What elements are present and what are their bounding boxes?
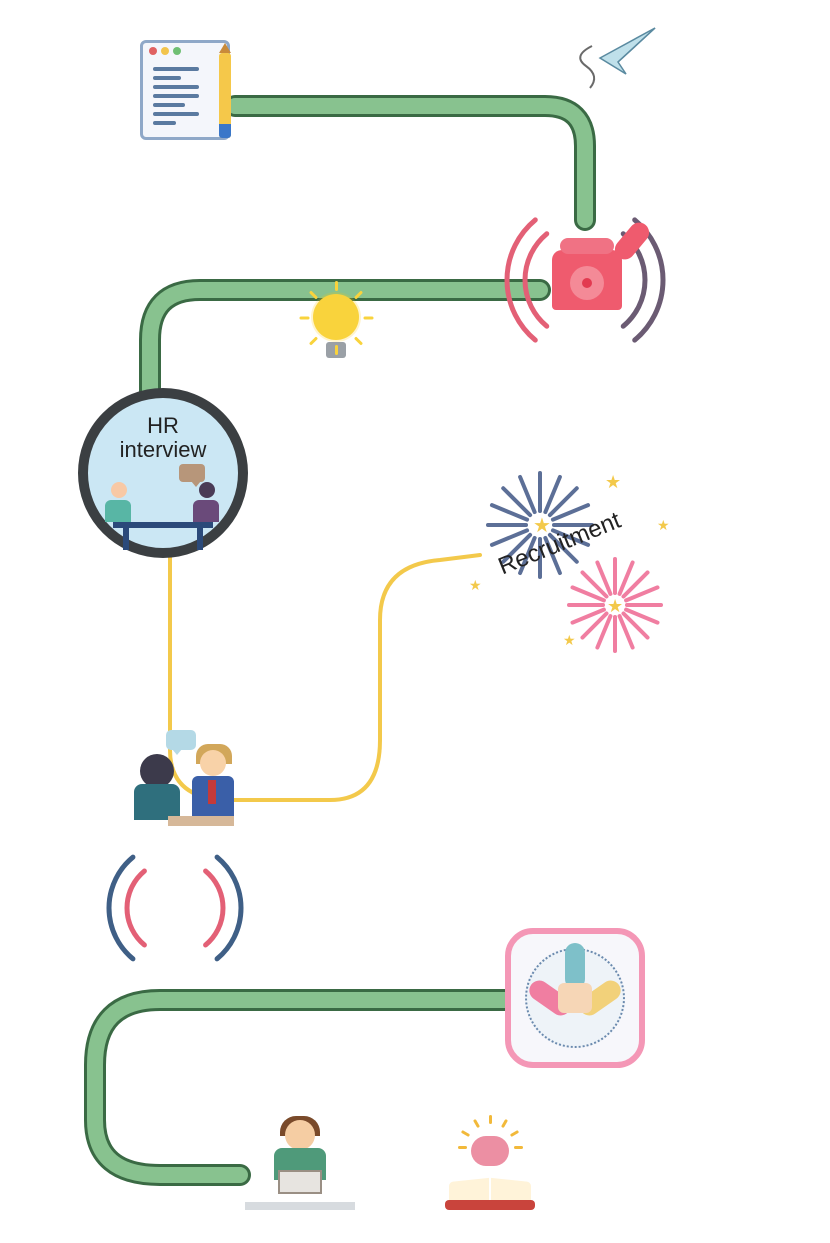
book-icon bbox=[445, 1176, 535, 1210]
recruitment-label: Recruitment bbox=[494, 507, 624, 581]
hr-interview-node: HRinterview bbox=[78, 388, 248, 558]
connector-paths: ★★★★★★ bbox=[0, 0, 830, 1243]
pen-icon bbox=[219, 53, 231, 138]
hands-together-icon bbox=[525, 948, 625, 1048]
lightbulb-node bbox=[310, 294, 362, 364]
phone-node bbox=[552, 250, 622, 310]
manager-interview-node bbox=[130, 736, 240, 826]
flowchart-canvas: ★★★★★★ HRinterview bbox=[0, 0, 830, 1243]
brain-icon bbox=[471, 1136, 509, 1166]
lightbulb-icon bbox=[313, 294, 359, 340]
interview-people-icon bbox=[103, 468, 223, 528]
working-on-laptop-node bbox=[245, 1120, 355, 1210]
resume-node bbox=[140, 40, 230, 140]
document-icon bbox=[140, 40, 230, 140]
recruitment-node: Recruitment bbox=[445, 470, 685, 670]
telephone-icon bbox=[552, 250, 622, 310]
teamwork-node bbox=[505, 928, 645, 1068]
hr-label: HRinterview bbox=[120, 414, 207, 462]
learning-node bbox=[445, 1130, 535, 1210]
